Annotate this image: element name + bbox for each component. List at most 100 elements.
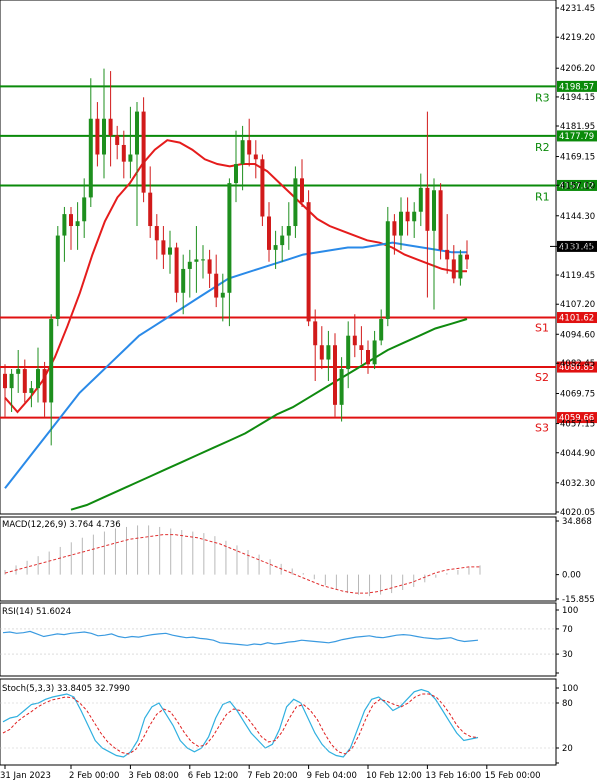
candle-body	[181, 268, 186, 293]
rsi-line	[2, 630, 479, 646]
ma-slow-line	[70, 318, 468, 511]
candle-body	[300, 178, 304, 203]
candle-body	[207, 259, 212, 274]
rsi-y-tick-label: 100	[562, 606, 578, 616]
price-y-tick-label: 4020.05	[560, 508, 595, 518]
candle-body	[399, 211, 403, 236]
macd-y-tick-label: 0.00	[562, 571, 581, 581]
macd-signal-line	[4, 534, 480, 594]
candle-body	[273, 245, 278, 250]
level-tag-s1	[557, 312, 597, 324]
time-x-axis: 31 Jan 2023 2 Feb 00:00 3 Feb 08:00 6 Feb 1…	[0, 765, 541, 781]
candle-body	[3, 373, 7, 389]
price-y-tick-label: 4057.15	[560, 420, 595, 430]
candle-body	[174, 247, 179, 293]
candle-body	[154, 226, 159, 241]
candle-body	[313, 321, 318, 346]
macd-y-axis: 34.868 0.00 -15.855	[556, 517, 595, 605]
stoch-content	[0, 688, 556, 758]
candle-body	[55, 235, 60, 320]
candle-body	[16, 369, 21, 374]
candle-body	[234, 164, 238, 184]
level-tag-r2	[557, 130, 597, 142]
candles	[3, 68, 469, 446]
level-label-s1: S1	[535, 322, 549, 335]
candle-body	[333, 345, 337, 405]
candle-body	[319, 345, 324, 360]
price-y-tick-label: 4194.15	[560, 93, 595, 103]
candle-body	[352, 335, 357, 346]
macd-panel: MACD(12,26,9) 3.764 4.736 34.868 0.00 -15.…	[0, 516, 595, 605]
candle-body	[75, 221, 80, 227]
candle-body	[465, 254, 469, 260]
level-label-r1: R1	[535, 190, 550, 203]
candle-body	[108, 118, 113, 136]
price-levels: R3 4198.57 R2 4177.79 R1 4157.02 S1 4101.62 S2 40…	[0, 80, 597, 435]
level-tag-text-s1: 4101.62	[559, 314, 594, 324]
candle-body	[366, 350, 370, 365]
candle-body	[372, 340, 377, 365]
x-tick-label: 13 Feb 16:00	[425, 771, 481, 781]
stoch-main-line	[2, 688, 479, 758]
x-tick-label: 10 Feb 12:00	[366, 771, 422, 781]
stoch-title: Stoch(5,3,3) 33.8405 32.7990	[2, 684, 130, 694]
price-y-tick-label: 4107.20	[560, 300, 595, 310]
candle-body	[240, 140, 245, 165]
candle-body	[253, 154, 258, 160]
candle-body	[220, 292, 225, 298]
candle-body	[49, 319, 54, 403]
macd-content	[4, 525, 481, 597]
candle-body	[280, 235, 285, 246]
x-tick-label: 31 Jan 2023	[0, 771, 51, 781]
rsi-content	[0, 628, 556, 655]
candle-body	[115, 135, 120, 145]
candle-body	[29, 388, 34, 393]
price-y-tick-label: 4157.10	[560, 181, 595, 191]
current-price-tag-text: 4131.45	[559, 242, 594, 252]
macd-y-tick-label: -15.855	[562, 595, 595, 605]
candle-body	[260, 159, 265, 217]
price-y-tick-label: 4032.30	[560, 479, 595, 489]
price-y-axis: 4231.45 4219.20 4206.20 4194.15 4181.95 4169.…	[556, 4, 595, 518]
level-label-r3: R3	[535, 91, 550, 104]
candle-body	[82, 197, 87, 222]
level-tag-r1	[557, 179, 597, 191]
candle-body	[121, 144, 126, 162]
macd-panel-frame	[0, 516, 557, 602]
candle-body	[22, 369, 27, 393]
price-y-tick-label: 4231.45	[560, 4, 595, 14]
candle-body	[438, 190, 443, 250]
rsi-y-tick-label: 30	[562, 650, 573, 660]
candle-body	[95, 118, 100, 155]
price-y-tick-label: 4082.45	[560, 359, 595, 369]
candle-body	[141, 111, 146, 193]
macd-title: MACD(12,26,9) 3.764 4.736	[2, 520, 121, 530]
price-y-tick-label: 4144.30	[560, 212, 595, 222]
x-tick-label: 3 Feb 08:00	[128, 771, 178, 781]
price-y-tick-label: 4206.20	[560, 64, 595, 74]
candle-body	[418, 187, 423, 212]
candle-body	[69, 214, 73, 227]
candle-body	[267, 216, 271, 250]
price-y-tick-label: 4169.15	[560, 153, 595, 163]
rsi-y-axis: 100 70 30	[556, 606, 578, 674]
candle-body	[9, 373, 14, 389]
stoch-y-tick-label: 80	[562, 699, 573, 709]
candle-body	[88, 118, 93, 198]
candle-body	[405, 211, 410, 222]
candle-body	[201, 259, 205, 261]
candle-body	[445, 249, 450, 260]
level-label-s3: S3	[535, 422, 549, 435]
stoch-y-axis: 100 80 20	[556, 684, 578, 764]
price-y-tick-label: 4181.95	[560, 122, 595, 132]
candle-body	[379, 319, 384, 341]
rsi-panel-frame	[0, 602, 557, 677]
macd-y-tick-label: 34.868	[562, 517, 592, 527]
candle-body	[286, 226, 291, 236]
price-y-tick-label: 4094.60	[560, 330, 595, 340]
x-tick-label: 7 Feb 20:00	[247, 771, 297, 781]
level-label-s2: S2	[535, 371, 549, 384]
candle-body	[62, 214, 67, 236]
candle-body	[128, 154, 133, 162]
